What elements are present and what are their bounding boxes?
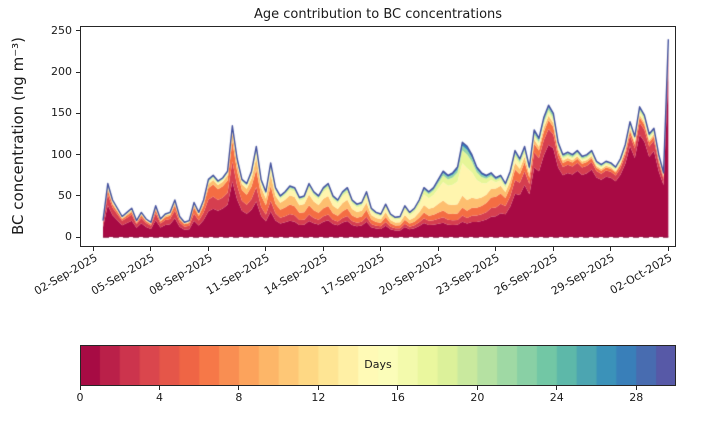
y-tick-label: 100: [51, 147, 72, 161]
x-tick-label: 11-Sep-2025: [204, 251, 272, 298]
colorbar-label: Days: [364, 358, 392, 371]
x-tick-mark: [667, 247, 669, 251]
stacked-area-plot: [80, 26, 676, 247]
colorbar-gradient: [80, 345, 676, 386]
y-tick-mark: [76, 195, 80, 197]
colorbar-tick-mark: [635, 386, 637, 390]
colorbar-tick-mark: [238, 386, 240, 390]
y-tick-mark: [76, 112, 80, 114]
x-tick-label: 29-Sep-2025: [549, 251, 617, 298]
x-tick-mark: [437, 247, 439, 251]
y-tick-label: 250: [51, 23, 72, 37]
x-tick-label: 02-Sep-2025: [31, 251, 100, 298]
colorbar-tick-label: 12: [311, 391, 326, 404]
x-tick-label: 23-Sep-2025: [434, 251, 502, 298]
colorbar-tick-mark: [317, 386, 319, 390]
x-tick-label: 20-Sep-2025: [376, 251, 445, 298]
colorbar-tick-mark: [556, 386, 558, 390]
colorbar-tick-mark: [158, 386, 160, 390]
x-tick-label: 02-Oct-2025: [607, 251, 675, 298]
x-tick-label: 17-Sep-2025: [319, 251, 387, 298]
colorbar-tick-label: 0: [76, 391, 84, 404]
colorbar-tick-mark: [397, 386, 399, 390]
colorbar-tick-mark: [79, 386, 81, 390]
x-tick-mark: [92, 247, 94, 251]
colorbar-tick-mark: [476, 386, 478, 390]
y-tick-mark: [76, 154, 80, 156]
x-tick-mark: [265, 247, 267, 251]
y-tick-label: 50: [58, 188, 72, 202]
y-tick-label: 200: [51, 65, 72, 79]
x-tick-label: 14-Sep-2025: [261, 251, 330, 298]
x-tick-label: 26-Sep-2025: [491, 251, 560, 298]
y-axis-label: BC concentration (ng m⁻³): [9, 37, 27, 235]
x-tick-mark: [380, 247, 382, 251]
y-tick-mark: [76, 71, 80, 73]
x-tick-mark: [322, 247, 324, 251]
colorbar-tick-label: 16: [390, 391, 405, 404]
x-tick-mark: [150, 247, 152, 251]
x-tick-mark: [495, 247, 497, 251]
chart-title: Age contribution to BC concentrations: [253, 7, 503, 22]
colorbar-tick-label: 8: [235, 391, 243, 404]
x-tick-label: 08-Sep-2025: [146, 251, 215, 298]
y-tick-label: 0: [65, 230, 72, 244]
colorbar-tick-label: 4: [155, 391, 163, 404]
x-tick-label: 05-Sep-2025: [89, 251, 157, 298]
x-tick-mark: [610, 247, 612, 251]
x-tick-mark: [207, 247, 209, 251]
y-tick-label: 150: [51, 106, 72, 120]
colorbar-tick-label: 24: [549, 391, 564, 404]
colorbar-tick-label: 28: [629, 391, 644, 404]
colorbar-tick-label: 20: [470, 391, 485, 404]
y-tick-mark: [76, 236, 80, 238]
y-tick-mark: [76, 30, 80, 32]
x-tick-mark: [552, 247, 554, 251]
